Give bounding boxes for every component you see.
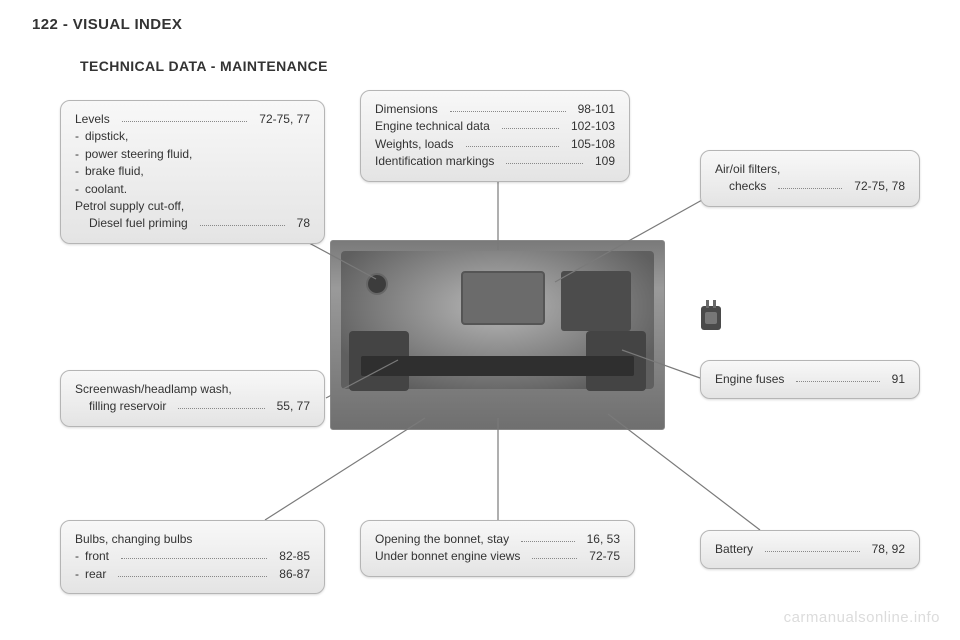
section-title: TECHNICAL DATA - MAINTENANCE	[80, 58, 328, 74]
pages: 109	[595, 153, 615, 170]
pages: 78, 92	[872, 541, 905, 558]
label: Engine fuses	[715, 371, 784, 388]
callout-row: rear 86-87	[75, 566, 310, 583]
page-number: 122	[32, 16, 58, 33]
label: checks	[729, 178, 766, 195]
label: Levels	[75, 111, 110, 128]
callout-screenwash: Screenwash/headlamp wash, filling reserv…	[60, 370, 325, 427]
dot-leader	[450, 101, 566, 112]
callout-dimensions: Dimensions 98-101 Engine technical data …	[360, 90, 630, 182]
list-item: dipstick,	[75, 128, 310, 145]
label: Under bonnet engine views	[375, 548, 520, 565]
dot-leader	[765, 541, 860, 552]
dot-leader	[502, 118, 559, 129]
label: filling reservoir	[89, 398, 166, 415]
dot-leader	[506, 153, 583, 164]
pages: 78	[297, 215, 310, 232]
callout-levels: Levels 72-75, 77 dipstick, power steerin…	[60, 100, 325, 244]
label: Opening the bonnet, stay	[375, 531, 509, 548]
pages: 72-75, 77	[259, 111, 310, 128]
dot-leader	[532, 548, 577, 559]
label: Battery	[715, 541, 753, 558]
callout-filters: Air/oil filters, checks 72-75, 78	[700, 150, 920, 207]
dot-leader	[778, 178, 842, 189]
pages: 98-101	[578, 101, 615, 118]
dot-leader	[796, 371, 879, 382]
callout-row: Weights, loads 105-108	[375, 136, 615, 153]
dot-leader	[178, 398, 264, 409]
label: Dimensions	[375, 101, 438, 118]
callout-row: checks 72-75, 78	[715, 178, 905, 195]
fuse-icon	[697, 300, 725, 336]
engine-component	[561, 271, 631, 331]
pages: 55, 77	[277, 398, 310, 415]
callout-row: front 82-85	[75, 548, 310, 565]
pages: 102-103	[571, 118, 615, 135]
label: Air/oil filters,	[715, 161, 905, 178]
callout-row: Battery 78, 92	[715, 541, 905, 558]
callout-row: Engine fuses 91	[715, 371, 905, 388]
dot-leader	[200, 215, 285, 226]
pages: 72-75	[589, 548, 620, 565]
engine-bay-image	[330, 240, 665, 430]
watermark: carmanualsonline.info	[784, 609, 940, 626]
dot-leader	[466, 136, 559, 147]
pages: 82-85	[279, 548, 310, 565]
dot-leader	[121, 548, 267, 559]
dot-leader	[122, 111, 248, 122]
label: Bulbs, changing bulbs	[75, 531, 310, 548]
page-header: 122 - VISUAL INDEX	[32, 16, 182, 33]
engine-cap	[366, 273, 388, 295]
dot-leader	[118, 566, 267, 577]
page-sep: -	[63, 16, 73, 33]
dot-leader	[521, 531, 575, 542]
callout-row: Under bonnet engine views 72-75	[375, 548, 620, 565]
pages: 16, 53	[587, 531, 620, 548]
callout-battery: Battery 78, 92	[700, 530, 920, 569]
callout-row: Identification markings 109	[375, 153, 615, 170]
label: rear	[85, 566, 106, 583]
callout-fuses: Engine fuses 91	[700, 360, 920, 399]
callout-row: Opening the bonnet, stay 16, 53	[375, 531, 620, 548]
callout-row: filling reservoir 55, 77	[75, 398, 310, 415]
list-item: brake fluid,	[75, 163, 310, 180]
label: Engine technical data	[375, 118, 490, 135]
pages: 72-75, 78	[854, 178, 905, 195]
list-item: power steering fluid,	[75, 146, 310, 163]
label: Identification markings	[375, 153, 494, 170]
callout-row: Dimensions 98-101	[375, 101, 615, 118]
callout-bulbs: Bulbs, changing bulbs front 82-85 rear 8…	[60, 520, 325, 594]
list-item: coolant.	[75, 181, 310, 198]
label: Diesel fuel priming	[89, 215, 188, 232]
label: Petrol supply cut-off,	[75, 198, 310, 215]
page-section: VISUAL INDEX	[73, 16, 183, 33]
pages: 105-108	[571, 136, 615, 153]
callout-row: Engine technical data 102-103	[375, 118, 615, 135]
label: front	[85, 548, 109, 565]
engine-crossbar	[361, 356, 634, 376]
label: Screenwash/headlamp wash,	[75, 381, 310, 398]
label: Weights, loads	[375, 136, 454, 153]
callout-row: Levels 72-75, 77	[75, 111, 310, 128]
pages: 91	[892, 371, 905, 388]
callout-row: Diesel fuel priming 78	[75, 215, 310, 232]
pages: 86-87	[279, 566, 310, 583]
callout-bonnet: Opening the bonnet, stay 16, 53 Under bo…	[360, 520, 635, 577]
